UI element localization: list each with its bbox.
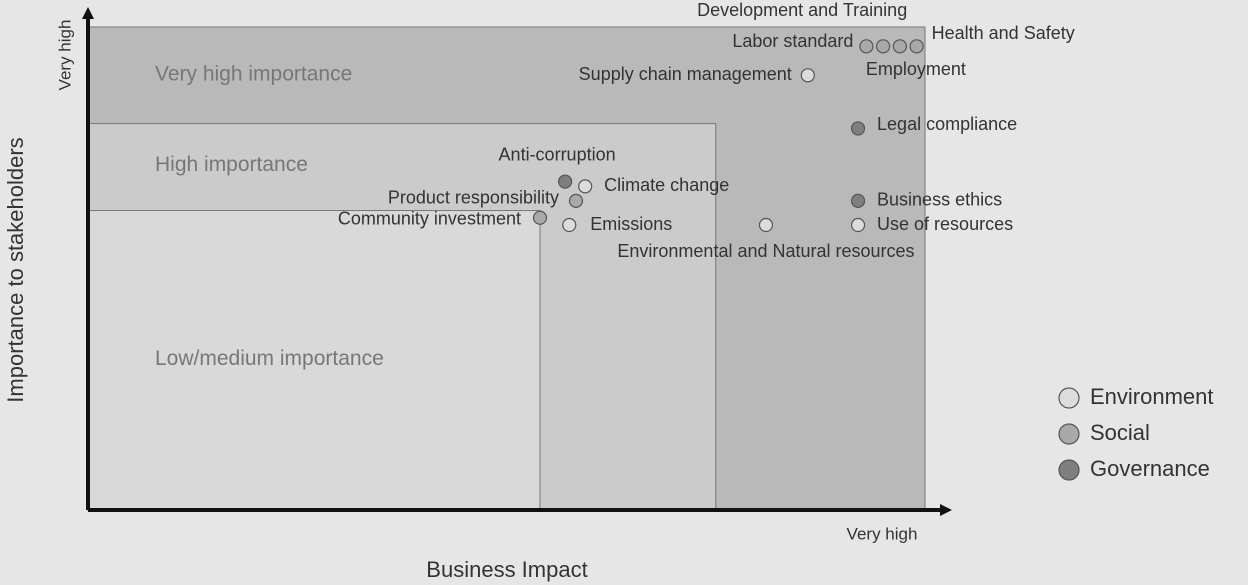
point — [909, 39, 924, 54]
point — [850, 217, 866, 233]
point — [568, 193, 584, 208]
point — [859, 39, 874, 54]
x-tick-label: Very high — [847, 524, 918, 543]
point-label: Use of resources — [877, 214, 1013, 234]
region-label: High importance — [155, 153, 308, 176]
point-label: Business ethics — [877, 190, 1002, 210]
point — [562, 217, 577, 233]
point — [557, 174, 573, 189]
y-axis-title: Importance to stakeholders — [3, 137, 28, 402]
legend-label: Environment — [1090, 384, 1214, 409]
region — [87, 210, 541, 511]
point — [532, 210, 548, 225]
legend-label: Governance — [1090, 456, 1210, 481]
point — [758, 217, 774, 233]
point-label: Environmental and Natural resources — [617, 241, 914, 261]
point-label: Legal compliance — [877, 114, 1017, 134]
point-label: Product responsibility — [388, 188, 559, 208]
point-label: Development and Training — [697, 0, 907, 20]
region-label: Very high importance — [155, 63, 352, 86]
point-label: Labor standard — [732, 31, 853, 51]
y-axis-arrow — [82, 7, 94, 19]
point-label: Anti-corruption — [499, 144, 616, 164]
legend-swatch — [1058, 459, 1080, 481]
x-axis-arrow — [940, 504, 952, 516]
legend-swatch — [1058, 387, 1080, 409]
legend-label: Social — [1090, 420, 1150, 445]
point-label: Community investment — [338, 209, 521, 229]
x-axis-title: Business Impact — [426, 557, 587, 582]
point-label: Health and Safety — [932, 23, 1075, 43]
y-tick-label: Very high — [55, 20, 74, 91]
point-label: Supply chain management — [579, 64, 792, 84]
legend-swatch — [1058, 423, 1080, 445]
point-label: Employment — [866, 59, 966, 79]
point — [892, 39, 907, 54]
point — [876, 39, 891, 54]
point — [578, 179, 593, 194]
region-label: Low/medium importance — [155, 347, 384, 370]
point — [850, 121, 866, 136]
point-label: Climate change — [604, 175, 729, 195]
point — [850, 193, 866, 208]
point-label: Emissions — [590, 214, 672, 234]
point — [800, 68, 815, 83]
